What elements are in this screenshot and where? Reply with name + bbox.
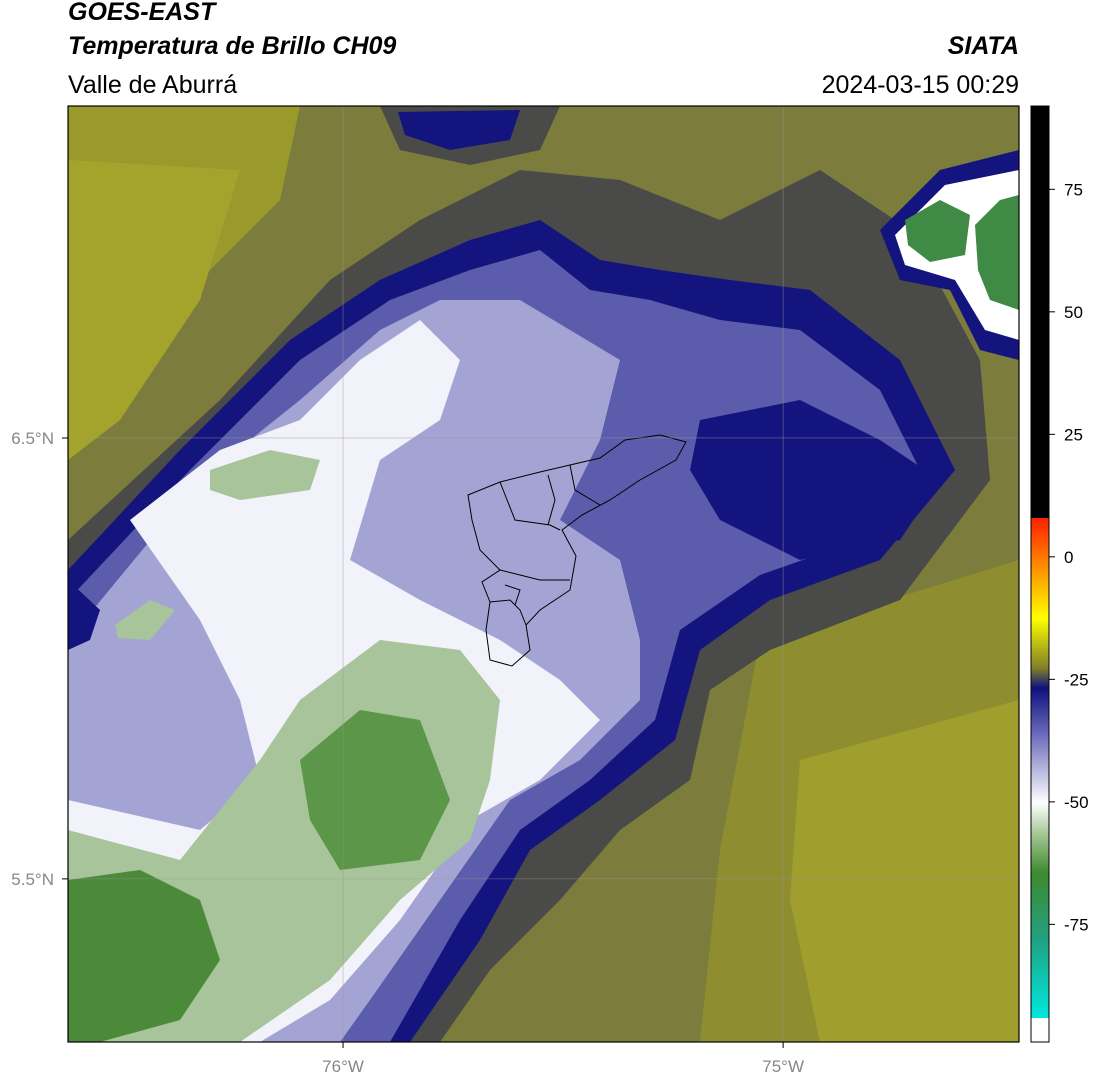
colorbar-tick-label: 0 (1064, 548, 1073, 567)
colorbar-segment (1031, 518, 1049, 1018)
graticule (68, 106, 1019, 1042)
x-tick-label: 76°W (322, 1057, 364, 1076)
y-tick-label: 6.5°N (11, 429, 54, 448)
colorbar-tick-label: -25 (1064, 670, 1089, 689)
region: Valle de Aburrá (68, 71, 237, 99)
title: GOES-EAST (68, 0, 218, 26)
cloud-edge (398, 110, 520, 150)
colorbar-tick-label: 25 (1064, 425, 1083, 444)
colorbar: 75 50 25 0 -25 -50 -75 (1030, 105, 1089, 1043)
colorbar-segment (1031, 106, 1049, 518)
cloud-edge (690, 400, 940, 560)
cloud-edge (68, 580, 100, 650)
colorbar-tick-label: -50 (1064, 793, 1089, 812)
y-tick-label: 5.5°N (11, 870, 54, 889)
cloud-green (210, 450, 320, 500)
cloud-green (905, 200, 970, 262)
cloud-green (68, 870, 220, 1042)
timestamp: 2024-03-15 00:29 (822, 71, 1019, 99)
olive-region (790, 700, 1019, 1042)
x-tick-label: 75°W (762, 1057, 804, 1076)
cloud-green (115, 600, 175, 640)
colorbar-tick-label: -75 (1064, 915, 1089, 934)
colorbar-tick-label: 50 (1064, 303, 1083, 322)
cloud-green (975, 195, 1019, 310)
colorbar-tick-label: 75 (1064, 180, 1083, 199)
subtitle: Temperatura de Brillo CH09 (68, 32, 396, 60)
source: SIATA (948, 32, 1019, 60)
colorbar-frame (1030, 105, 1050, 1043)
map-frame (67, 105, 1020, 1043)
olive-region (68, 160, 240, 460)
valley-boundary (467, 434, 687, 667)
satellite-image (68, 106, 1019, 1042)
cloud-green (300, 710, 450, 870)
